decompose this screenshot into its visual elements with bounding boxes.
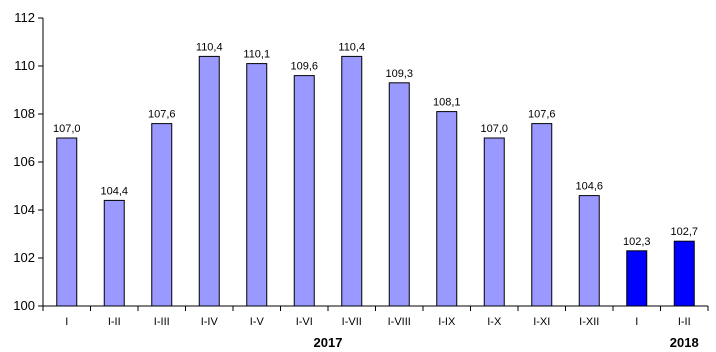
bar-13 [626, 250, 648, 307]
y-tick-label: 112 [14, 10, 35, 25]
data-label: 109,6 [290, 61, 318, 73]
data-label: 110,4 [338, 41, 365, 53]
x-tick-label: I-V [250, 316, 265, 328]
data-label: 107,0 [480, 123, 508, 135]
y-tick-label: 106 [13, 154, 35, 169]
bar-8 [388, 82, 410, 307]
y-tick-label: 102 [13, 250, 35, 265]
x-tick-label: I [635, 316, 638, 328]
x-tick-label: I [65, 316, 68, 328]
bar-6 [293, 75, 315, 307]
bar-4 [198, 55, 220, 307]
bar-7 [341, 55, 363, 307]
data-label: 109,3 [385, 68, 413, 80]
bar-2 [103, 199, 125, 307]
x-tick-label: I-III [154, 316, 170, 328]
x-tick-label: I-VII [342, 316, 362, 328]
x-tick-label: I-IX [438, 316, 456, 328]
data-label: 104,6 [575, 181, 603, 193]
data-label: 104,4 [100, 185, 128, 197]
bar-12 [578, 195, 600, 307]
data-label: 107,6 [148, 109, 176, 121]
bar-5 [246, 63, 268, 307]
y-tick-label: 104 [13, 202, 35, 217]
bar-11 [531, 123, 553, 307]
bar-10 [483, 137, 505, 307]
data-label: 110,1 [243, 49, 270, 61]
data-label: 107,6 [528, 109, 556, 121]
x-tick-label: I-II [678, 316, 691, 328]
data-label: 108,1 [433, 97, 461, 109]
x-tick-label: I-XI [533, 316, 550, 328]
data-label: 102,7 [670, 226, 698, 238]
group-label-2017: 2017 [314, 335, 343, 350]
y-tick-label: 108 [13, 106, 35, 121]
x-tick-label: I-IV [201, 316, 219, 328]
x-tick-label: I-XII [579, 316, 599, 328]
data-label: 102,3 [623, 236, 651, 248]
bar-14 [673, 240, 695, 307]
y-tick-label: 100 [13, 298, 35, 313]
y-tick-label: 110 [14, 58, 35, 73]
x-tick-label: I-VIII [388, 316, 411, 328]
bar-1 [56, 137, 78, 307]
x-tick-label: I-II [108, 316, 121, 328]
data-label: 107,0 [53, 123, 81, 135]
x-tick-label: I-VI [296, 316, 313, 328]
bar-9 [436, 111, 458, 307]
data-label: 110,4 [196, 41, 223, 53]
x-tick-label: I-X [487, 316, 502, 328]
bar-3 [151, 123, 173, 307]
group-label-2018: 2018 [670, 335, 699, 350]
